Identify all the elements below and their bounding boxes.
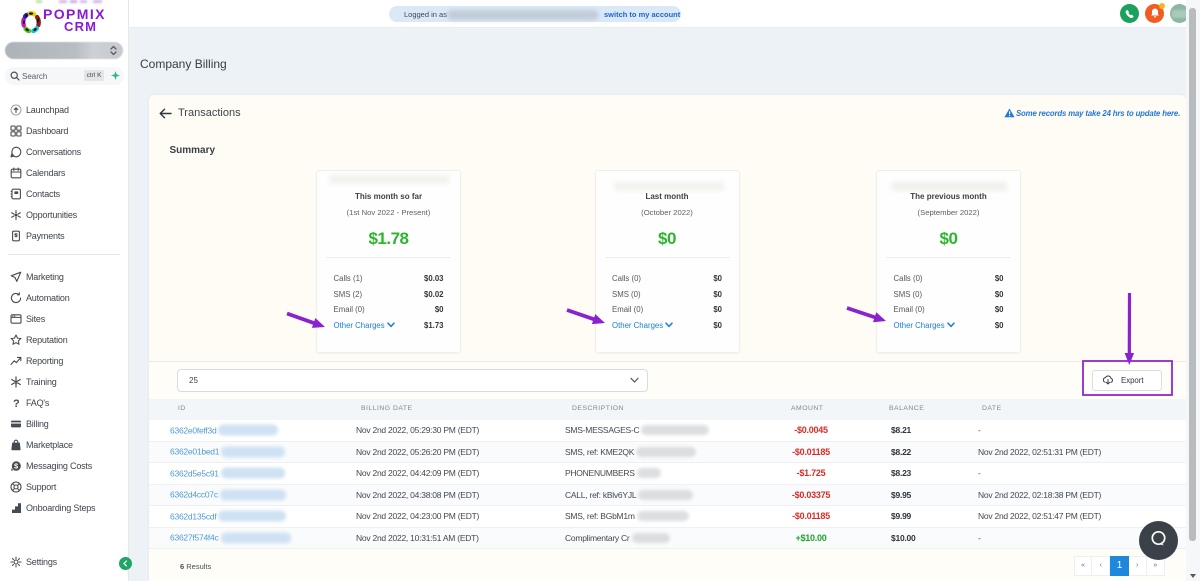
svg-text:?: ? bbox=[13, 398, 20, 409]
svg-text:$: $ bbox=[14, 461, 19, 470]
